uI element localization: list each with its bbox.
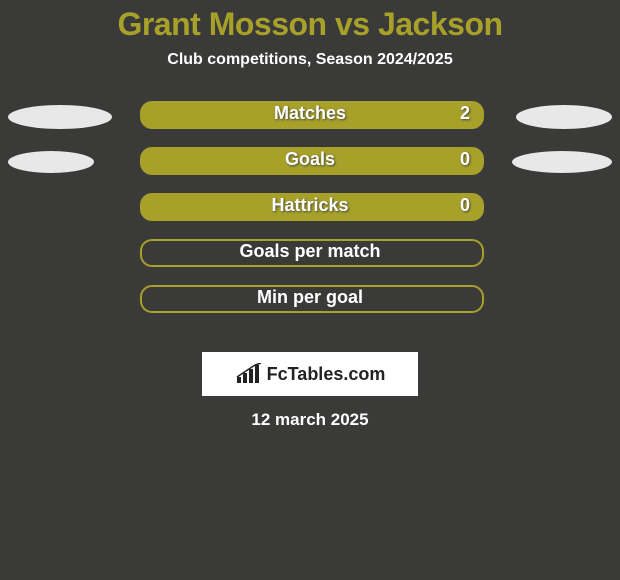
stat-label: Matches (0, 103, 620, 124)
stat-label: Goals (0, 149, 620, 170)
stat-row: Goals per match (0, 235, 620, 281)
stat-value: 0 (460, 195, 470, 216)
logo-text: FcTables.com (267, 364, 386, 385)
stat-label: Min per goal (0, 287, 620, 308)
stat-row: Min per goal (0, 281, 620, 327)
stat-row: Matches2 (0, 97, 620, 143)
page-title: Grant Mosson vs Jackson (0, 0, 620, 43)
logo-bars-icon (235, 363, 263, 385)
logo-box: FcTables.com (202, 352, 418, 396)
stat-value: 0 (460, 149, 470, 170)
stat-value: 2 (460, 103, 470, 124)
stat-row: Hattricks0 (0, 189, 620, 235)
stat-rows: Matches2Goals0Hattricks0Goals per matchM… (0, 97, 620, 327)
stat-label: Hattricks (0, 195, 620, 216)
page: Grant Mosson vs Jackson Club competition… (0, 0, 620, 580)
stat-label: Goals per match (0, 241, 620, 262)
page-subtitle: Club competitions, Season 2024/2025 (0, 51, 620, 69)
footer-date: 12 march 2025 (0, 410, 620, 430)
stat-row: Goals0 (0, 143, 620, 189)
